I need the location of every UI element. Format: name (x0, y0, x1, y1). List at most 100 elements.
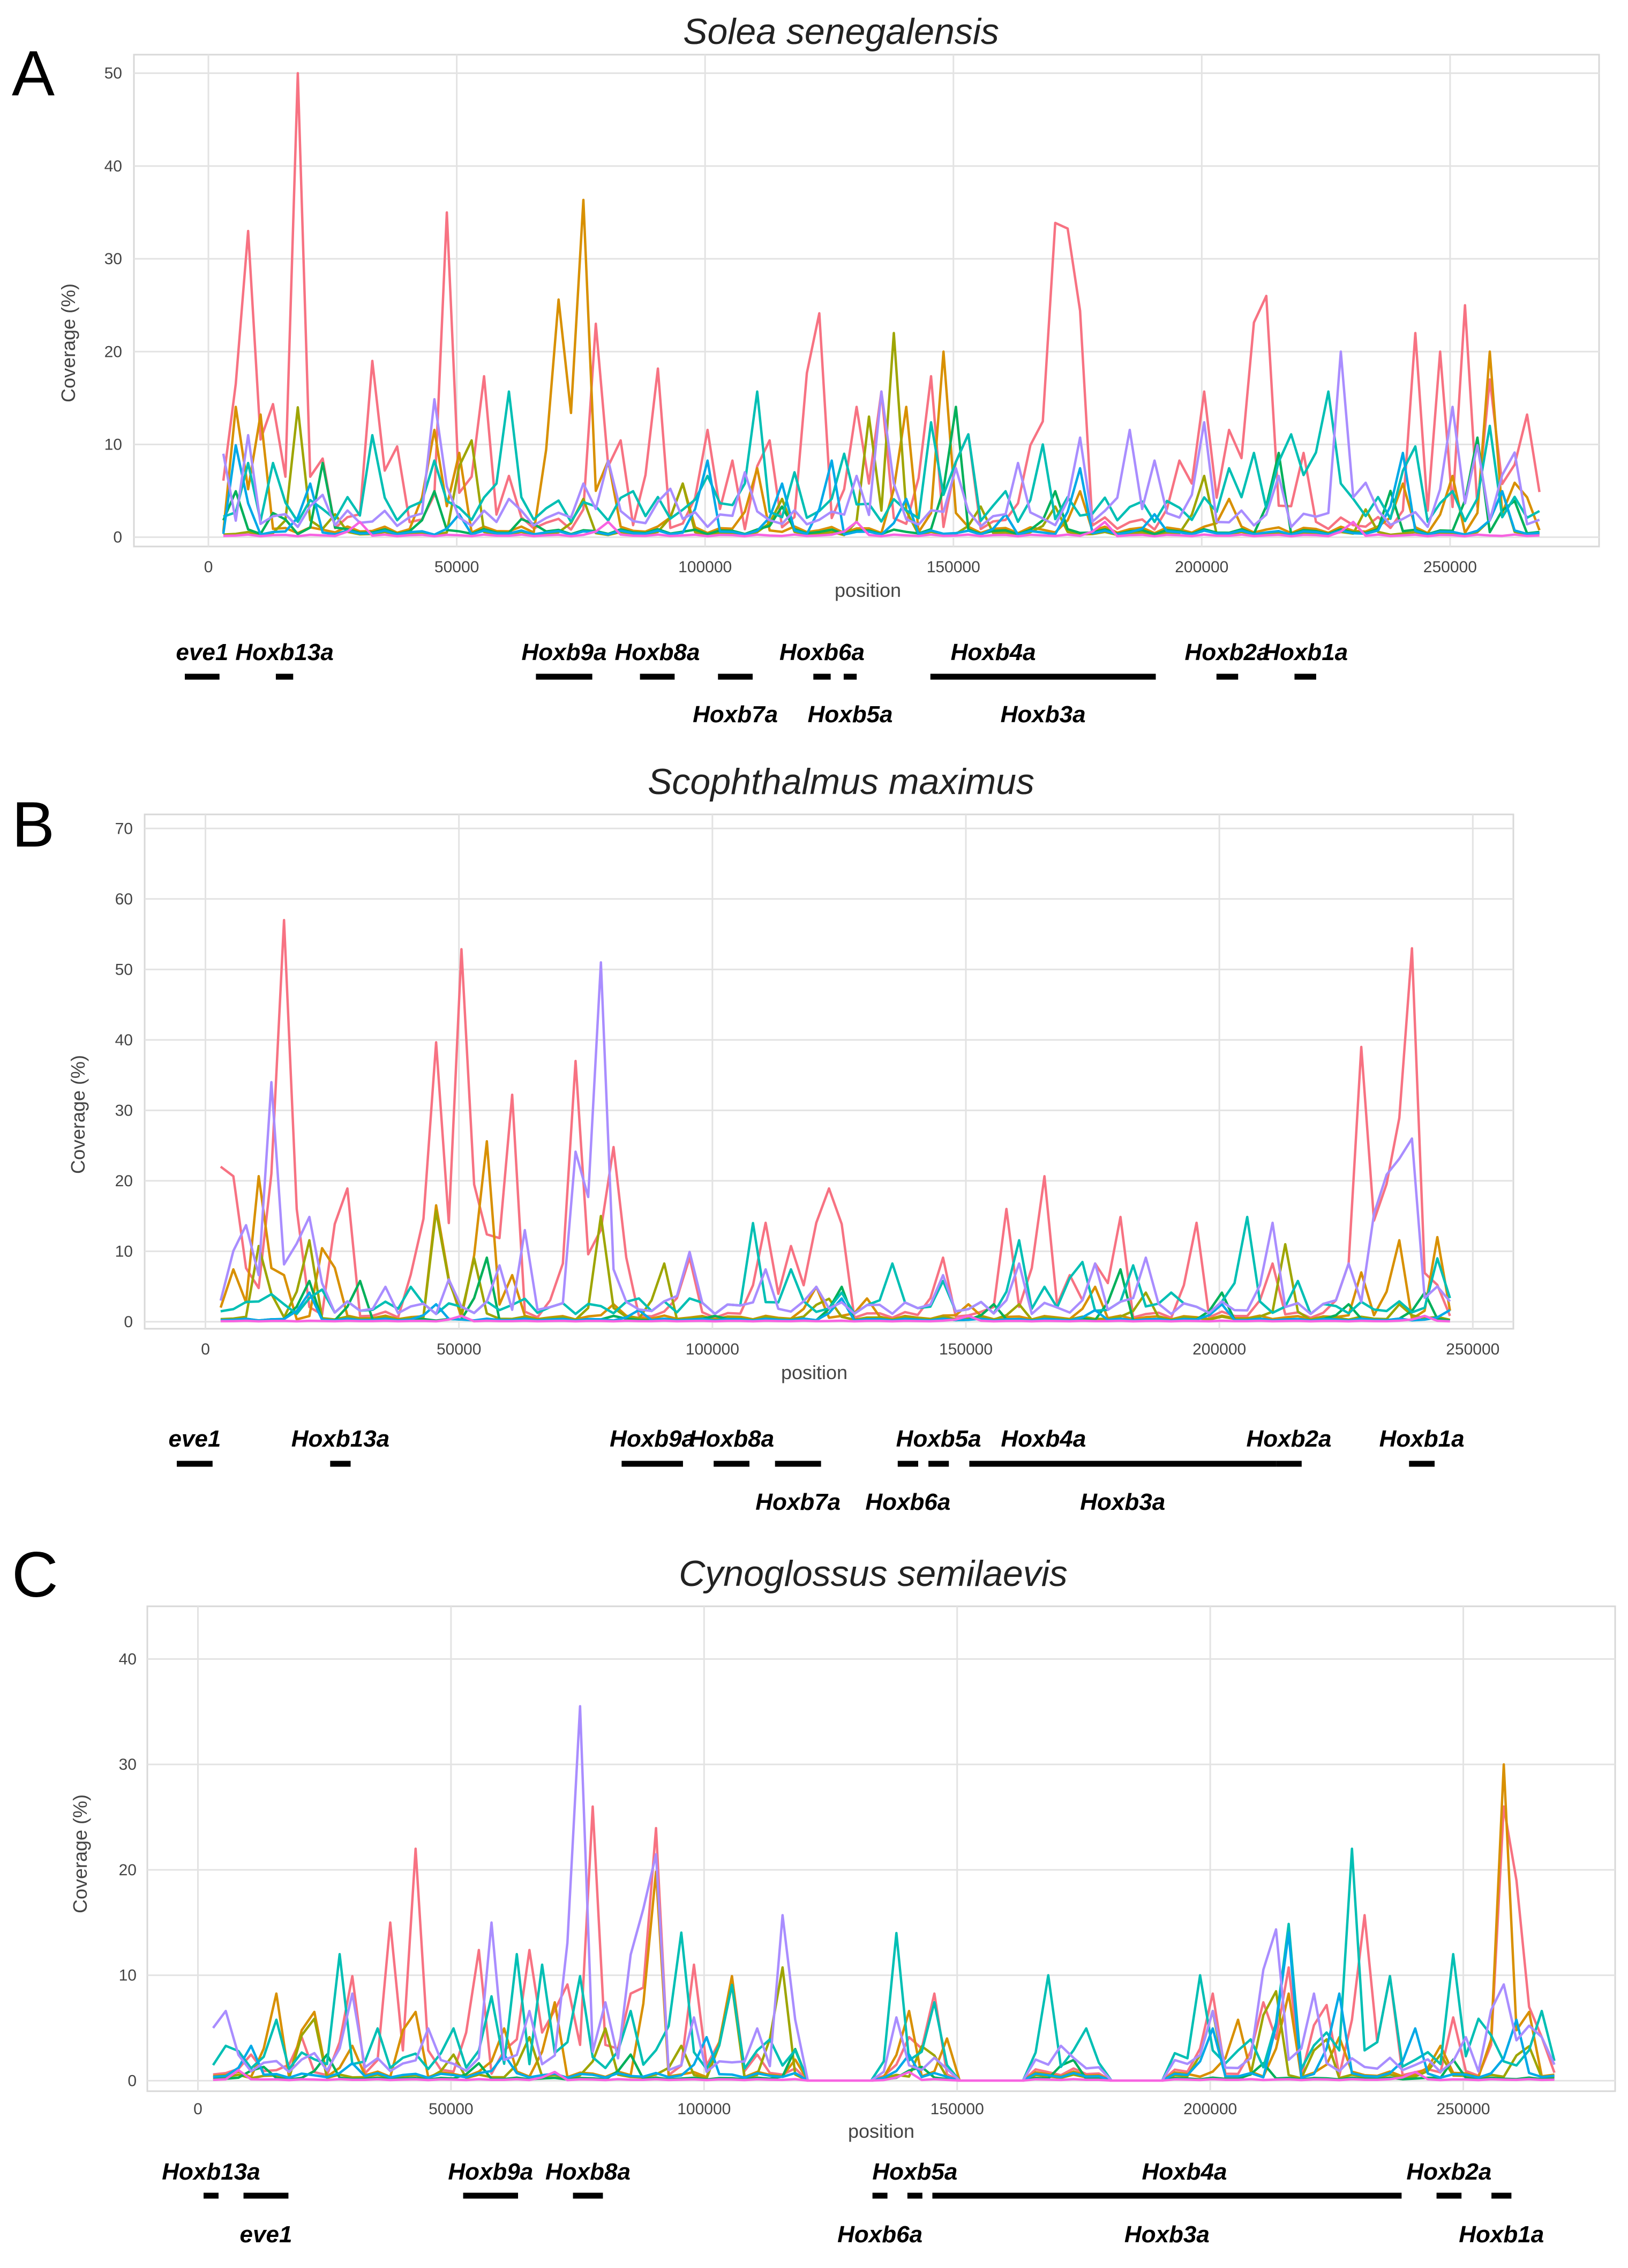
panel-title-a: Solea senegalensis (683, 11, 999, 52)
gene-label: Hoxb5a (896, 1426, 981, 1452)
x-tick-label: 200000 (1192, 1341, 1246, 1358)
gridlines-b (145, 814, 1513, 1329)
panel-c: C Cynoglossus semilaevis 0 10 20 30 40 0 5000… (12, 1539, 1616, 2248)
y-tick-label: 0 (127, 2072, 137, 2090)
x-tick-label: 150000 (939, 1341, 993, 1358)
plot-area-c (146, 1605, 1616, 2092)
gene-label: Hoxb3a (1080, 1489, 1165, 1515)
y-tick-label: 20 (115, 1172, 133, 1190)
y-axis-label-a: Coverage (%) (57, 283, 79, 402)
gene-label: Hoxb3a (1001, 701, 1086, 728)
x-tick-label: 0 (204, 558, 213, 576)
gene-label: Hoxb5a (808, 701, 893, 728)
y-tick-label: 0 (113, 529, 122, 547)
gene-label: Hoxb4a (951, 639, 1036, 665)
x-axis-label-c: position (848, 2120, 914, 2142)
y-axis-label-b: Coverage (%) (67, 1055, 89, 1174)
x-tick-label: 200000 (1183, 2100, 1237, 2118)
gene-label: Hoxb13a (235, 639, 333, 665)
gene-label: Hoxb9a (448, 2159, 533, 2185)
y-tick-label: 40 (115, 1031, 133, 1049)
y-tick-label: 50 (115, 961, 133, 978)
panel-letter-a: A (12, 38, 55, 109)
data-series-line (223, 520, 1540, 538)
y-tick-label: 0 (124, 1313, 133, 1331)
y-tick-label: 60 (115, 890, 133, 908)
y-tick-label: 10 (119, 1967, 137, 1985)
x-tick-labels-a: 0 50000 100000 150000 200000 250000 (204, 558, 1477, 576)
gene-map-a: eve1 Hoxb13a Hoxb9a Hoxb8a Hoxb7a Hoxb6a Hoxb5… (176, 639, 1348, 728)
x-tick-label: 100000 (686, 1341, 739, 1358)
gene-label: eve1 (168, 1426, 221, 1452)
gene-label: Hoxb1a (1263, 639, 1348, 665)
y-tick-label: 70 (115, 820, 133, 837)
y-tick-label: 50 (104, 65, 122, 83)
y-tick-label: 10 (115, 1242, 133, 1260)
data-series-line (222, 444, 1540, 536)
x-tick-label: 0 (193, 2100, 202, 2118)
gene-label: eve1 (176, 639, 228, 665)
gene-label: Hoxb7a (693, 701, 778, 728)
series-lines-c (212, 1705, 1556, 2082)
x-tick-label: 50000 (434, 558, 479, 576)
gene-label: Hoxb8a (615, 639, 700, 665)
y-tick-labels-b: 0 10 20 30 40 50 60 70 (115, 820, 133, 1331)
x-axis-label-b: position (781, 1361, 847, 1383)
data-series-line (220, 919, 1451, 1319)
gene-label: Hoxb4a (1001, 1426, 1086, 1452)
gene-label: Hoxb3a (1124, 2221, 1210, 2248)
data-series-line (220, 1314, 1450, 1323)
gene-label: Hoxb7a (755, 1489, 841, 1515)
x-tick-label: 50000 (437, 1341, 481, 1358)
x-tick-label: 0 (201, 1341, 210, 1358)
panel-b: B Scophthalmus maximus 0 10 20 30 40 50 60 70 0… (12, 761, 1514, 1515)
y-tick-label: 30 (115, 1102, 133, 1119)
y-tick-label: 40 (104, 158, 122, 175)
gene-label: Hoxb2a (1406, 2159, 1491, 2185)
panel-title-b: Scophthalmus maximus (648, 761, 1034, 802)
y-tick-label: 10 (104, 436, 122, 453)
gene-label: Hoxb5a (872, 2159, 957, 2185)
gene-map-c: Hoxb13a eve1 Hoxb9a Hoxb8a Hoxb6a Hoxb5a Hoxb4… (162, 2159, 1544, 2248)
y-tick-labels-a: 0 10 20 30 40 50 (104, 65, 122, 547)
data-series-line (213, 1931, 1555, 2082)
x-tick-labels-c: 0 50000 100000 150000 200000 250000 (193, 2100, 1490, 2118)
x-tick-label: 200000 (1175, 558, 1228, 576)
gene-label: Hoxb13a (162, 2159, 260, 2185)
y-tick-labels-c: 0 10 20 30 40 (119, 1650, 137, 2090)
gene-label: Hoxb2a (1185, 639, 1270, 665)
gene-label: Hoxb6a (865, 1489, 950, 1515)
gene-label: Hoxb2a (1246, 1426, 1331, 1452)
x-tick-label: 250000 (1423, 558, 1477, 576)
x-tick-label: 250000 (1446, 1341, 1499, 1358)
y-tick-label: 20 (104, 343, 122, 361)
series-lines-b (219, 919, 1451, 1323)
gene-label: Hoxb1a (1459, 2221, 1544, 2248)
gene-label: Hoxb6a (779, 639, 865, 665)
panel-letter-b: B (12, 789, 55, 860)
data-series-line (212, 1847, 1556, 2082)
x-axis-label-a: position (835, 579, 901, 601)
gene-label: Hoxb8a (545, 2159, 631, 2185)
y-tick-label: 30 (104, 250, 122, 268)
panel-a: A Solea senegalensis 0 10 20 30 40 50 0 50000 1… (12, 11, 1600, 728)
x-tick-label: 150000 (927, 558, 980, 576)
x-tick-label: 50000 (429, 2100, 473, 2118)
x-tick-label: 100000 (677, 2100, 731, 2118)
y-tick-label: 20 (119, 1861, 137, 1879)
x-tick-label: 100000 (678, 558, 732, 576)
gene-label: Hoxb6a (837, 2221, 922, 2248)
data-series-line (223, 390, 1540, 523)
gene-label: Hoxb9a (522, 639, 607, 665)
data-series-line (222, 350, 1540, 528)
data-series-line (219, 961, 1451, 1315)
x-tick-label: 150000 (931, 2100, 984, 2118)
y-axis-label-c: Coverage (%) (69, 1794, 91, 1913)
series-lines-a (222, 72, 1541, 538)
y-tick-label: 30 (119, 1756, 137, 1773)
gene-label: eve1 (240, 2221, 292, 2248)
gene-label: Hoxb4a (1142, 2159, 1227, 2185)
gene-label: Hoxb1a (1379, 1426, 1465, 1452)
